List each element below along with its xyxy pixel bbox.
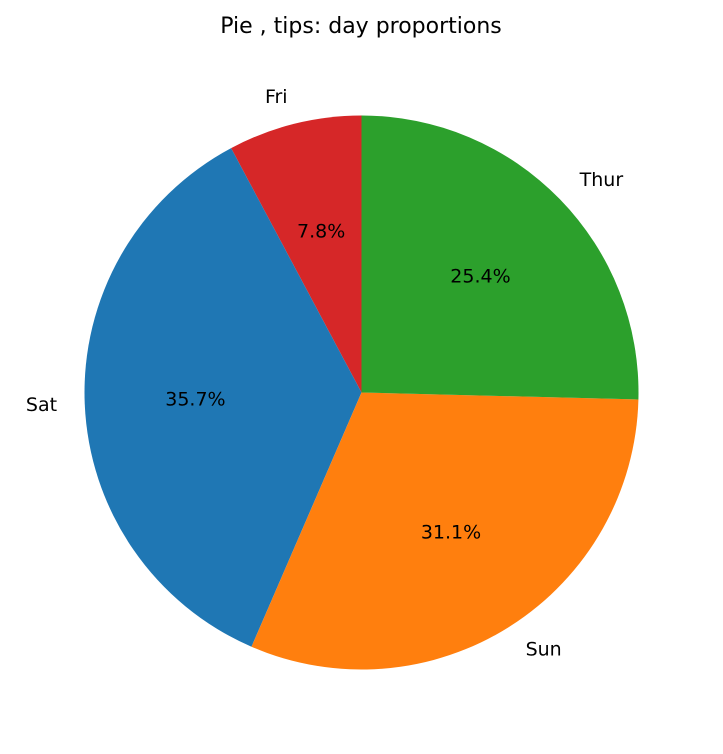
pie-labels: Fri 7.8% Sat 35.7% Sun 31.1% Thur 25.4%: [26, 86, 623, 660]
pie-slice-sun: [251, 392, 639, 670]
pie-slice-thur: [361, 115, 639, 400]
slice-pct-fri: 7.8%: [297, 220, 345, 242]
pie-slice-fri: [231, 115, 362, 393]
pie-slice-sat: [84, 148, 362, 647]
chart-title: Pie , tips: day proportions: [220, 14, 502, 39]
slice-pct-thur: 25.4%: [450, 265, 510, 287]
slice-pct-sat: 35.7%: [165, 388, 225, 410]
slice-label-sun: Sun: [526, 638, 562, 660]
slice-pct-sun: 31.1%: [421, 522, 481, 544]
slice-label-sat: Sat: [26, 394, 57, 416]
pie-slices: [84, 115, 639, 670]
slice-label-fri: Fri: [265, 86, 288, 108]
slice-label-thur: Thur: [579, 169, 624, 191]
